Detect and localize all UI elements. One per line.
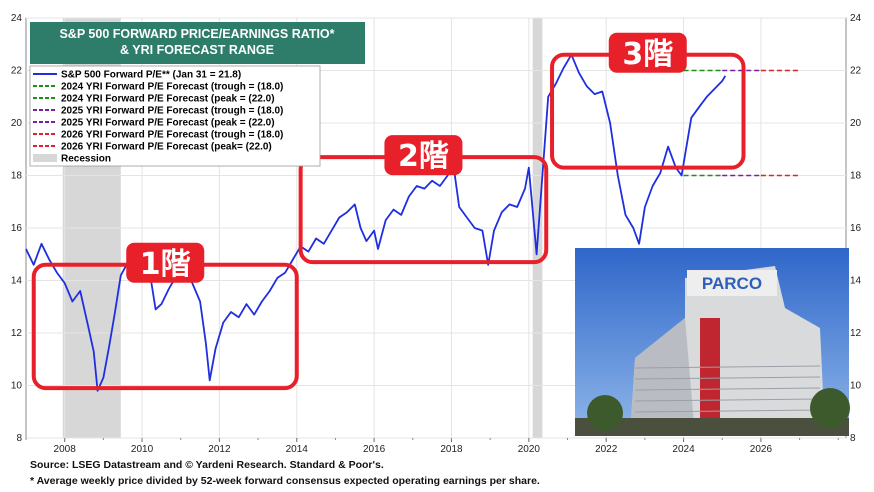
y-tick-right-6: 20: [850, 118, 862, 129]
y-tick-right-4: 16: [850, 223, 862, 234]
photo-sign-text: PARCO: [702, 274, 762, 293]
y-tick-left-5: 18: [11, 171, 23, 182]
photo-floor-line: [634, 387, 821, 391]
y-tick-left-4: 16: [11, 223, 23, 234]
photo-tree: [587, 395, 623, 431]
title-box: [30, 22, 365, 64]
legend-box: [29, 65, 321, 167]
floor-label-0: 1階: [140, 247, 191, 282]
y-tick-left-0: 8: [16, 433, 22, 444]
y-tick-left-6: 20: [11, 118, 23, 129]
x-tick-8: 2024: [672, 444, 695, 455]
x-tick-7: 2022: [595, 444, 618, 455]
photo-street: [575, 418, 849, 436]
x-tick-5: 2018: [440, 444, 463, 455]
y-tick-right-0: 8: [850, 433, 856, 444]
y-tick-left-7: 22: [11, 66, 23, 77]
legend: S&P 500 Forward P/E** (Jan 31 = 21.8)202…: [29, 65, 321, 167]
footnote: * Average weekly price divided by 52-wee…: [30, 475, 540, 487]
y-tick-left-3: 14: [11, 276, 23, 287]
legend-label-3: 2025 YRI Forward P/E Forecast (trough = …: [61, 106, 283, 117]
floor-label-2: 3階: [622, 37, 673, 72]
x-tick-6: 2020: [518, 444, 541, 455]
floor-label-bg-0: [126, 242, 205, 283]
legend-label-2: 2024 YRI Forward P/E Forecast (peak = (2…: [61, 94, 275, 105]
y-tick-right-3: 14: [850, 276, 862, 287]
building-photo: PARCO: [575, 248, 850, 436]
photo-floor-line: [634, 409, 821, 413]
photo-floor-line: [634, 365, 821, 369]
legend-label-5: 2026 YRI Forward P/E Forecast (trough = …: [61, 130, 283, 141]
legend-label-0: S&P 500 Forward P/E** (Jan 31 = 21.8): [61, 70, 241, 81]
x-tick-1: 2010: [131, 444, 154, 455]
y-tick-left-1: 10: [11, 381, 23, 392]
source-note: Source: LSEG Datastream and © Yardeni Re…: [30, 459, 384, 471]
photo-sign-bg: [687, 270, 777, 296]
y-tick-right-2: 12: [850, 328, 862, 339]
x-tick-2: 2012: [208, 444, 231, 455]
y-tick-right-5: 18: [850, 171, 862, 182]
legend-swatch-7: [33, 154, 57, 162]
legend-label-6: 2026 YRI Forward P/E Forecast (peak= (22…: [61, 142, 272, 153]
x-tick-3: 2014: [286, 444, 309, 455]
x-tick-0: 2008: [54, 444, 77, 455]
floor-label-1: 2階: [398, 139, 449, 174]
floor-label-bg-1: [384, 135, 463, 176]
y-tick-left-2: 12: [11, 328, 23, 339]
y-tick-right-8: 24: [850, 13, 862, 24]
x-tick-9: 2026: [750, 444, 773, 455]
floor-label-bg-2: [608, 32, 687, 73]
chart-title-line-0: S&P 500 FORWARD PRICE/EARNINGS RATIO*: [59, 27, 334, 41]
photo-floor-line: [634, 376, 821, 380]
chart-title-line-1: & YRI FORECAST RANGE: [120, 43, 274, 57]
legend-label-1: 2024 YRI Forward P/E Forecast (trough = …: [61, 82, 283, 93]
y-tick-right-1: 10: [850, 381, 862, 392]
legend-label-4: 2025 YRI Forward P/E Forecast (peak = (2…: [61, 118, 275, 129]
photo-building-side: [630, 318, 695, 436]
y-tick-right-7: 22: [850, 66, 862, 77]
photo-floor-line: [634, 398, 821, 402]
legend-label-7: Recession: [61, 154, 111, 165]
x-tick-4: 2016: [363, 444, 386, 455]
photo-tree: [810, 388, 850, 428]
y-tick-left-8: 24: [11, 13, 23, 24]
